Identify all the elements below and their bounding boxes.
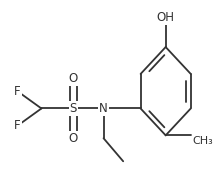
- Text: N: N: [99, 102, 108, 115]
- Text: O: O: [68, 72, 78, 85]
- Text: S: S: [69, 102, 77, 115]
- Text: F: F: [14, 85, 21, 98]
- Text: F: F: [14, 119, 21, 132]
- Text: OH: OH: [157, 11, 175, 24]
- Text: CH₃: CH₃: [192, 136, 213, 146]
- Text: O: O: [68, 132, 78, 145]
